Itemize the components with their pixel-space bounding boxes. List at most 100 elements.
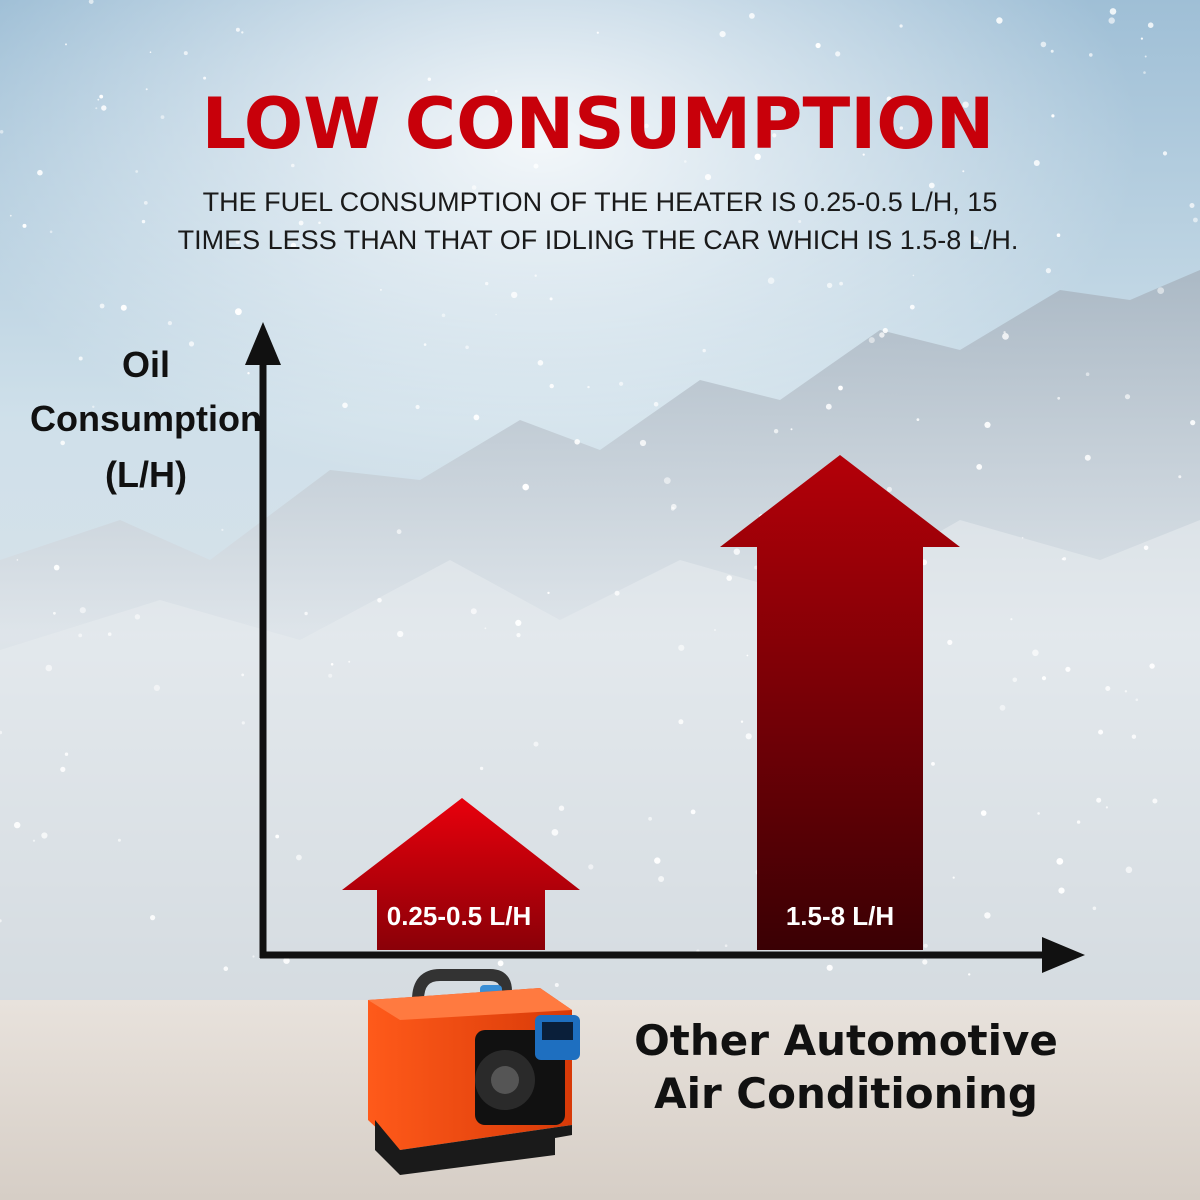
snowflake — [947, 639, 953, 646]
snowflake — [754, 153, 761, 160]
snowflake — [690, 809, 696, 815]
snowflake — [0, 730, 3, 735]
snowflake — [283, 957, 290, 964]
snowflake — [88, 0, 94, 4]
snowflake — [53, 611, 56, 615]
snowflake — [150, 915, 156, 921]
snowflake — [183, 51, 188, 56]
snowflake — [549, 383, 554, 389]
snowflake — [152, 476, 157, 481]
snowflake — [1032, 649, 1039, 657]
snowflake — [1096, 797, 1102, 803]
snowflake — [252, 955, 255, 958]
snowflake — [704, 174, 712, 181]
snowflake — [1157, 287, 1165, 294]
snowflake — [235, 27, 240, 32]
snowflake — [348, 660, 351, 663]
snowflake — [1041, 676, 1047, 681]
snowflake — [16, 559, 19, 561]
snowflake — [922, 959, 928, 965]
snowflake — [654, 857, 661, 864]
snowflake — [1143, 545, 1149, 551]
snowflake — [465, 345, 469, 350]
snowflake — [120, 304, 127, 311]
snowflake — [105, 411, 108, 413]
snowflake — [1002, 333, 1009, 340]
snowflake — [972, 236, 979, 243]
snowflake — [141, 219, 146, 224]
snowflake — [1144, 55, 1147, 58]
snowflake — [923, 943, 928, 948]
snowflake — [470, 608, 477, 615]
snowflake — [511, 291, 518, 299]
snowflake — [815, 42, 821, 49]
snowflake — [746, 654, 749, 657]
snowflake — [678, 719, 684, 725]
snowflake — [423, 343, 427, 346]
subtitle-line: TIMES LESS THAN THAT OF IDLING THE CAR W… — [178, 225, 1019, 255]
snowflake — [533, 163, 539, 169]
snowflake — [1125, 866, 1133, 874]
x-axis-arrowhead — [1042, 937, 1085, 973]
snowflake — [554, 983, 559, 987]
snowflake — [745, 733, 752, 740]
ground — [0, 1000, 1200, 1200]
snowflake — [719, 30, 726, 38]
snowflake — [494, 89, 498, 93]
snowflake — [153, 684, 160, 692]
snowflake — [95, 107, 98, 110]
snowflake — [245, 235, 252, 242]
snowflake — [767, 277, 775, 285]
snowflake — [1050, 49, 1054, 53]
snowflake — [976, 464, 983, 470]
snowflake — [879, 332, 885, 338]
snowflake — [644, 123, 649, 129]
snowflake — [247, 372, 250, 375]
snowflake — [160, 115, 165, 119]
snowflake — [406, 203, 412, 209]
snowflake — [22, 223, 27, 228]
snowflake — [886, 486, 893, 492]
snowflake — [290, 242, 297, 249]
snowflake — [117, 838, 121, 842]
snowflake — [928, 182, 935, 189]
snowflake — [1037, 812, 1040, 815]
snowflake — [221, 528, 224, 532]
snowflake — [614, 590, 620, 596]
snowflake — [1162, 151, 1168, 156]
snowflake — [241, 673, 245, 677]
snowflake — [839, 281, 843, 286]
snowflake — [53, 564, 60, 571]
snowflake — [663, 477, 671, 484]
snowflake — [1057, 396, 1061, 400]
snowflake — [241, 721, 245, 725]
snowflake — [619, 381, 624, 386]
snowflake — [397, 630, 404, 638]
snowflake — [79, 607, 86, 614]
snowflake — [533, 741, 539, 747]
snowflake — [658, 876, 665, 882]
snowflake — [978, 240, 982, 244]
snowflake — [275, 834, 280, 839]
snowflake — [37, 169, 43, 176]
snowflake — [188, 341, 195, 347]
snowflake — [549, 297, 553, 301]
snowflake — [587, 385, 590, 389]
snowflake — [996, 17, 1003, 24]
snowflake — [1051, 114, 1055, 118]
snowflake — [810, 200, 813, 202]
snowflake — [588, 864, 594, 870]
snowflake — [886, 96, 892, 102]
snowflake — [241, 31, 244, 34]
snowflake — [145, 88, 148, 91]
snowflake — [1124, 394, 1131, 400]
snowflake — [826, 964, 833, 971]
snowflake — [78, 356, 83, 361]
snowflake — [882, 327, 888, 334]
snowflake — [1040, 41, 1047, 48]
caption-line: Air Conditioning — [654, 1069, 1038, 1118]
snowflake — [1045, 268, 1051, 274]
y-axis-arrowhead — [245, 322, 281, 365]
snowflake — [724, 944, 728, 947]
snowflake — [107, 632, 112, 636]
